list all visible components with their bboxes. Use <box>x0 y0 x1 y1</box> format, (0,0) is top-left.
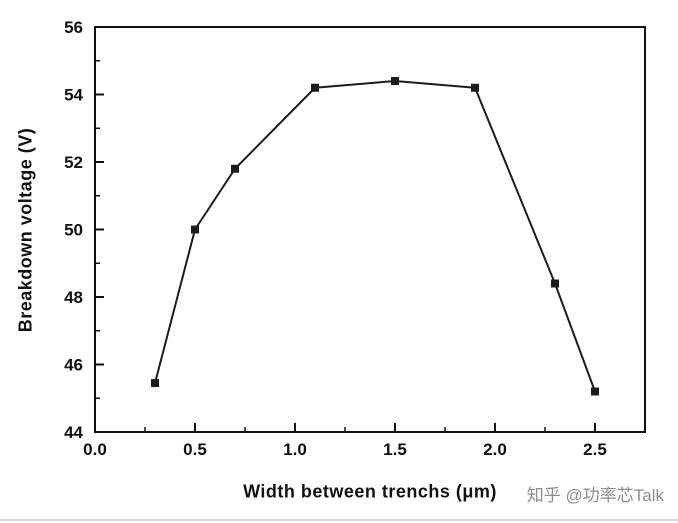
data-point-marker <box>191 225 199 234</box>
data-point-marker <box>231 164 239 173</box>
x-axis-label: Width between trenchs (μm) <box>243 481 497 502</box>
data-line <box>154 80 596 392</box>
zhihu-watermark: 知乎 @功率芯Talk <box>526 486 664 505</box>
data-point-marker <box>311 83 319 92</box>
plot-border <box>94 26 646 433</box>
bottom-divider-line <box>0 519 678 521</box>
data-point-marker <box>391 77 399 85</box>
x-tick-label: 1.5 <box>383 440 407 459</box>
x-tick-label: 0.5 <box>183 440 207 459</box>
y-tick-label: 56 <box>64 18 83 37</box>
x-tick-label: 2.0 <box>483 440 507 459</box>
data-point-marker <box>471 83 479 92</box>
x-tick-label: 0.0 <box>83 440 107 459</box>
y-tick-label: 54 <box>64 86 83 105</box>
y-tick-label: 48 <box>64 288 83 307</box>
x-tick-label: 2.5 <box>583 440 607 459</box>
y-tick-label: 52 <box>64 153 83 172</box>
x-tick-label: 1.0 <box>283 440 307 459</box>
y-tick-label: 46 <box>64 356 83 375</box>
y-tick-label: 50 <box>64 221 83 240</box>
data-point-marker <box>551 279 559 288</box>
data-point-marker <box>591 387 599 396</box>
data-point-marker <box>151 379 159 388</box>
y-axis-label: Breakdown voltage (V) <box>15 127 36 333</box>
y-tick-label: 44 <box>64 423 83 442</box>
